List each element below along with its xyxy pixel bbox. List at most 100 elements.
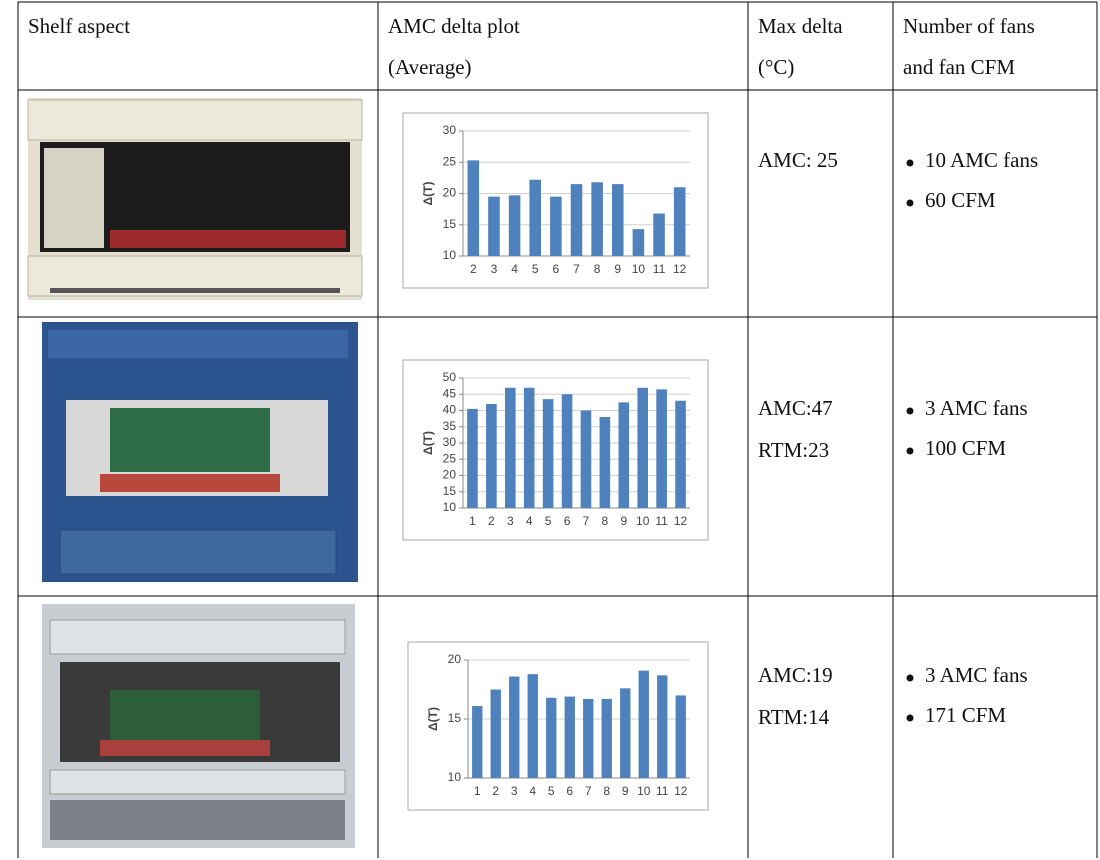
x-tick-label: 5 xyxy=(548,784,555,798)
max-delta: RTM:23 xyxy=(758,438,829,462)
x-tick-label: 10 xyxy=(637,784,651,798)
x-tick-label: 9 xyxy=(620,514,627,528)
x-tick-label: 10 xyxy=(636,514,650,528)
fans-item: 10 AMC fans xyxy=(925,148,1038,172)
x-tick-label: 6 xyxy=(564,514,571,528)
bar xyxy=(581,411,592,509)
y-tick-label: 40 xyxy=(443,403,457,417)
header-text: and fan CFM xyxy=(903,55,1015,79)
x-tick-label: 12 xyxy=(674,784,688,798)
header-text: (Average) xyxy=(388,55,472,79)
x-tick-label: 5 xyxy=(532,262,539,276)
bar xyxy=(618,402,629,508)
header-text: Shelf aspect xyxy=(28,14,130,38)
x-tick-label: 8 xyxy=(603,784,610,798)
bar xyxy=(674,187,686,256)
bullet xyxy=(907,200,914,207)
bar xyxy=(583,699,593,778)
y-tick-label: 10 xyxy=(448,770,462,784)
y-axis-label: Δ(T) xyxy=(421,431,435,455)
bar xyxy=(550,197,562,256)
bullet xyxy=(907,715,914,722)
y-tick-label: 25 xyxy=(443,451,457,465)
x-tick-label: 1 xyxy=(469,514,476,528)
x-tick-label: 4 xyxy=(526,514,533,528)
bar xyxy=(656,389,667,508)
bar xyxy=(509,195,521,256)
header-text: AMC delta plot xyxy=(388,14,520,38)
max-delta: AMC:47 xyxy=(758,396,833,420)
shelf-photo xyxy=(42,322,358,582)
y-tick-label: 20 xyxy=(443,468,457,482)
x-tick-label: 4 xyxy=(529,784,536,798)
bar xyxy=(612,184,624,256)
bar xyxy=(591,182,603,256)
bar xyxy=(653,214,665,257)
bullet xyxy=(907,160,914,167)
x-tick-label: 3 xyxy=(507,514,514,528)
bar xyxy=(571,184,583,256)
x-tick-label: 2 xyxy=(488,514,495,528)
x-tick-label: 7 xyxy=(583,514,590,528)
x-tick-label: 9 xyxy=(614,262,621,276)
fans-item: 171 CFM xyxy=(925,703,1006,727)
page: Shelf aspectAMC delta plot(Average)Max d… xyxy=(0,0,1100,860)
y-tick-label: 15 xyxy=(448,711,462,725)
x-tick-label: 11 xyxy=(656,784,669,798)
y-tick-label: 50 xyxy=(443,370,457,384)
bar xyxy=(488,197,500,256)
x-tick-label: 7 xyxy=(573,262,580,276)
max-delta: AMC: 25 xyxy=(758,148,838,172)
y-tick-label: 25 xyxy=(443,154,457,168)
x-tick-label: 4 xyxy=(511,262,518,276)
y-tick-label: 10 xyxy=(443,248,457,262)
x-tick-label: 6 xyxy=(553,262,560,276)
shelf-photo xyxy=(42,604,355,848)
x-tick-label: 8 xyxy=(602,514,609,528)
bar xyxy=(657,675,667,778)
y-tick-label: 35 xyxy=(443,419,457,433)
x-tick-label: 5 xyxy=(545,514,552,528)
x-tick-label: 10 xyxy=(632,262,646,276)
y-tick-label: 15 xyxy=(443,217,457,231)
x-tick-label: 8 xyxy=(594,262,601,276)
fans-item: 100 CFM xyxy=(925,436,1006,460)
max-delta: RTM:14 xyxy=(758,705,830,729)
y-tick-label: 20 xyxy=(448,652,462,666)
bar xyxy=(562,394,573,508)
y-tick-label: 30 xyxy=(443,435,457,449)
x-tick-label: 1 xyxy=(474,784,481,798)
y-axis-label: Δ(T) xyxy=(421,182,435,206)
bar xyxy=(637,388,648,508)
header-text: (°C) xyxy=(758,55,794,79)
y-tick-label: 30 xyxy=(443,123,457,137)
fans-item: 60 CFM xyxy=(925,188,996,212)
bullet xyxy=(907,675,914,682)
x-tick-label: 12 xyxy=(673,262,687,276)
x-tick-label: 11 xyxy=(655,514,668,528)
y-axis-label: Δ(T) xyxy=(426,707,440,731)
bar xyxy=(528,674,538,778)
header-text: Number of fans xyxy=(903,14,1035,38)
bar xyxy=(602,699,612,778)
x-tick-label: 3 xyxy=(491,262,498,276)
bar xyxy=(467,409,478,508)
bar xyxy=(620,688,630,778)
x-tick-label: 2 xyxy=(470,262,477,276)
max-delta: AMC:19 xyxy=(758,663,833,687)
bar xyxy=(633,229,645,256)
x-tick-label: 7 xyxy=(585,784,592,798)
y-tick-label: 15 xyxy=(443,484,457,498)
fans-item: 3 AMC fans xyxy=(925,396,1028,420)
x-tick-label: 3 xyxy=(511,784,518,798)
bar xyxy=(491,690,501,779)
bar xyxy=(529,180,541,256)
bullet xyxy=(907,408,914,415)
bar xyxy=(543,399,554,508)
y-tick-label: 45 xyxy=(443,386,457,400)
x-tick-label: 6 xyxy=(566,784,573,798)
bar xyxy=(509,677,519,778)
x-tick-label: 11 xyxy=(653,262,666,276)
